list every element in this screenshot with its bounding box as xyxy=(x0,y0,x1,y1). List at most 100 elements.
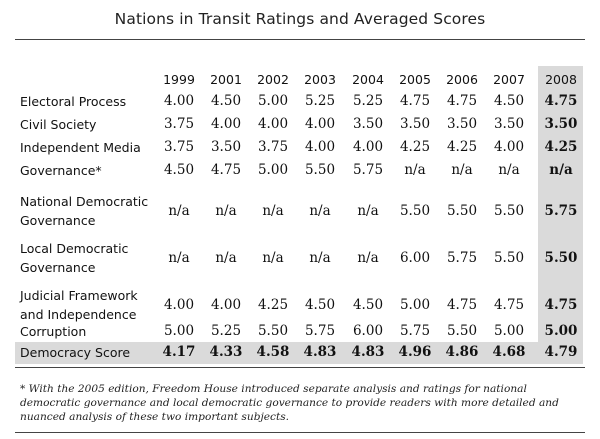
table-cell: 6.00 xyxy=(399,249,431,266)
table-cell: 3.50 xyxy=(446,116,478,132)
summary-label: Democracy Score xyxy=(20,345,131,360)
table-cell: 5.50 xyxy=(257,323,289,339)
table-cell: 4.75 xyxy=(399,93,431,109)
table-cell: 5.75 xyxy=(352,162,384,178)
table-cell: 4.75 xyxy=(493,296,525,313)
row-label: Governance* xyxy=(20,161,102,180)
table-cell: 4.00 xyxy=(163,296,195,313)
year-header: 2002 xyxy=(257,72,289,87)
table-cell: 3.50 xyxy=(352,116,384,132)
footnote-rule xyxy=(15,367,585,368)
row-label: Civil Society xyxy=(20,115,96,134)
row-label-line: Independent Media xyxy=(20,140,141,155)
summary-cell: 4.33 xyxy=(209,344,243,360)
table-cell: 5.25 xyxy=(210,323,242,339)
table-cell: 4.00 xyxy=(210,296,242,313)
table-cell: 4.00 xyxy=(493,139,525,155)
table-cell: 4.75 xyxy=(446,93,478,109)
row-label-line: National Democratic xyxy=(20,194,149,209)
row-label-line: Governance xyxy=(20,213,96,228)
table-cell: 4.50 xyxy=(352,296,384,313)
table-cell: 4.25 xyxy=(257,296,289,313)
table-cell: 4.50 xyxy=(304,296,336,313)
year-header: 2005 xyxy=(399,72,431,87)
table-cell: 3.50 xyxy=(544,116,578,132)
table-cell: 4.50 xyxy=(493,93,525,109)
table-cell: 5.25 xyxy=(352,93,384,109)
row-label-line: Electoral Process xyxy=(20,94,127,109)
table-cell: 4.00 xyxy=(352,139,384,155)
table-cell: 4.25 xyxy=(544,139,578,155)
table-cell: 3.75 xyxy=(163,139,195,155)
table-cell: n/a xyxy=(357,202,379,219)
table-cell: n/a xyxy=(498,162,520,178)
table-cell: n/a xyxy=(215,249,237,266)
row-label: Independent Media xyxy=(20,138,141,157)
summary-cell: 4.79 xyxy=(544,344,578,360)
table-cell: 3.50 xyxy=(210,139,242,155)
table-cell: 5.50 xyxy=(399,202,431,219)
table-cell: n/a xyxy=(549,162,573,178)
row-label-line: Judicial Framework xyxy=(20,288,138,303)
table-cell: 4.75 xyxy=(544,93,578,109)
row-label: Electoral Process xyxy=(20,92,126,111)
top-rule xyxy=(15,39,585,40)
table-cell: 5.75 xyxy=(544,202,578,219)
summary-cell: 4.83 xyxy=(303,344,337,360)
footnote: * With the 2005 edition, Freedom House i… xyxy=(20,383,559,423)
table-cell: 4.00 xyxy=(304,139,336,155)
table-cell: 5.50 xyxy=(493,249,525,266)
year-header: 1999 xyxy=(163,72,195,87)
summary-cell: 4.96 xyxy=(398,344,432,360)
year-header: 2008 xyxy=(545,72,577,87)
table-cell: n/a xyxy=(357,249,379,266)
table-cell: 5.50 xyxy=(493,202,525,219)
table-cell: 4.00 xyxy=(210,116,242,132)
row-label-line: and Independence xyxy=(20,307,137,322)
table-cell: 5.00 xyxy=(163,323,195,339)
table-cell: 5.75 xyxy=(304,323,336,339)
year-header: 2001 xyxy=(210,72,242,87)
table-cell: 4.25 xyxy=(399,139,431,155)
table-cell: n/a xyxy=(215,202,237,219)
year-header: 2003 xyxy=(304,72,336,87)
table-cell: 5.50 xyxy=(544,249,578,266)
year-header: 2004 xyxy=(352,72,384,87)
table-cell: 4.00 xyxy=(304,116,336,132)
table-cell: 5.00 xyxy=(257,93,289,109)
table-title: Nations in Transit Ratings and Averaged … xyxy=(114,10,486,28)
table-cell: 6.00 xyxy=(352,323,384,339)
summary-cell: 4.86 xyxy=(445,344,479,360)
table-cell: 5.75 xyxy=(446,249,478,266)
table-cell: n/a xyxy=(262,249,284,266)
table-cell: n/a xyxy=(451,162,473,178)
row-label-line: Civil Society xyxy=(20,117,97,132)
table-cell: n/a xyxy=(309,249,331,266)
row-label-line: Governance xyxy=(20,260,96,275)
table-cell: 4.00 xyxy=(163,93,195,109)
row-label-line: Governance* xyxy=(20,163,102,178)
year-header: 2007 xyxy=(493,72,525,87)
table-cell: 4.75 xyxy=(544,296,578,313)
table-cell: 3.75 xyxy=(163,116,195,132)
table-cell: 5.50 xyxy=(446,202,478,219)
row-label-line: Local Democratic xyxy=(20,241,129,256)
row-label: Local Democratic Governance xyxy=(20,239,128,277)
table-cell: 4.50 xyxy=(163,162,195,178)
row-label-line: Corruption xyxy=(20,324,87,339)
summary-cell: 4.58 xyxy=(256,344,290,360)
table-cell: n/a xyxy=(262,202,284,219)
year-header: 2006 xyxy=(446,72,478,87)
table-cell: 4.00 xyxy=(257,116,289,132)
table-cell: 3.75 xyxy=(257,139,289,155)
table-cell: 4.25 xyxy=(446,139,478,155)
row-label: Judicial Framework and Independence xyxy=(20,286,138,324)
summary-cell: 4.17 xyxy=(162,344,196,360)
table-cell: 4.75 xyxy=(210,162,242,178)
table-cell: n/a xyxy=(404,162,426,178)
table-cell: 3.50 xyxy=(399,116,431,132)
table-cell: n/a xyxy=(309,202,331,219)
highlight-column-2008 xyxy=(538,66,583,342)
summary-cell: 4.68 xyxy=(492,344,526,360)
table-cell: 4.50 xyxy=(210,93,242,109)
